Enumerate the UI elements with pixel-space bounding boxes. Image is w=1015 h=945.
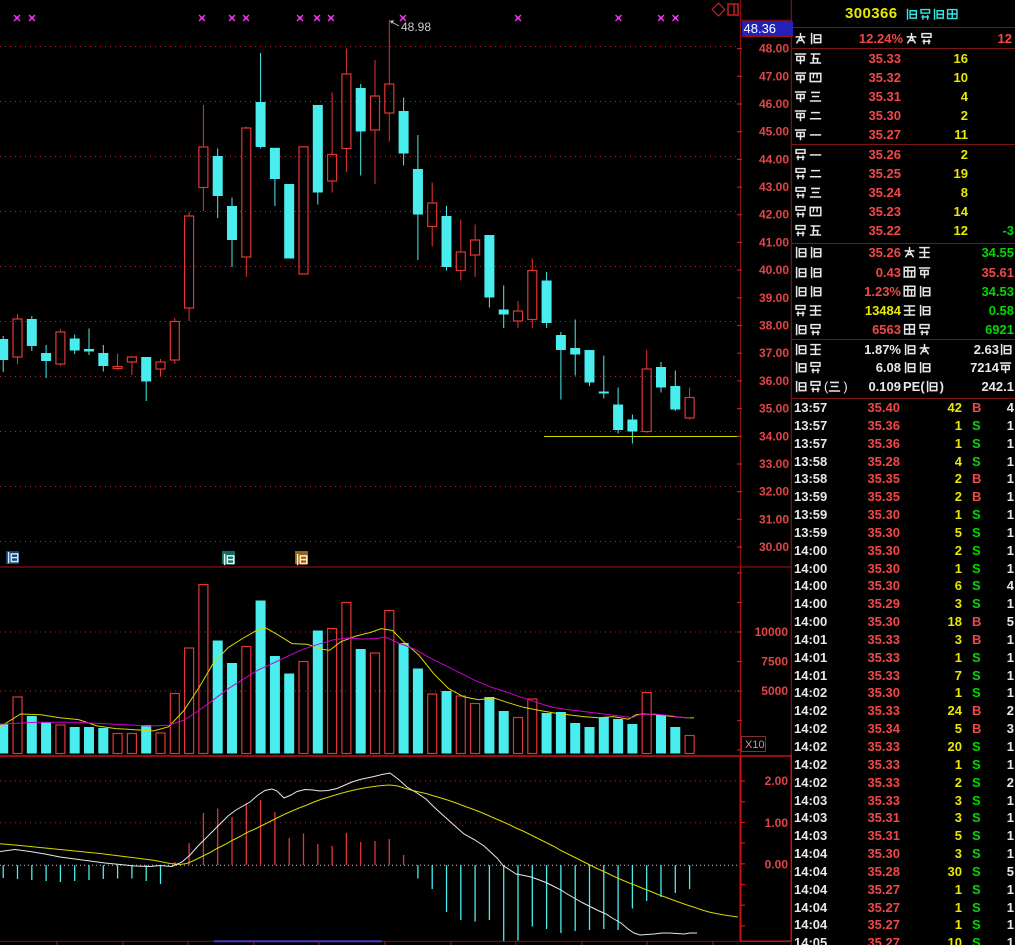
svg-text:2.00: 2.00 xyxy=(765,774,789,788)
svg-text:X10: X10 xyxy=(745,739,765,751)
svg-text:7500: 7500 xyxy=(761,655,788,669)
svg-text:46.00: 46.00 xyxy=(759,97,789,111)
svg-text:43.00: 43.00 xyxy=(759,180,789,194)
svg-text:36.00: 36.00 xyxy=(759,374,789,388)
svg-text:48.00: 48.00 xyxy=(759,42,789,56)
svg-text:35.00: 35.00 xyxy=(759,402,789,416)
svg-text:34.00: 34.00 xyxy=(759,429,789,443)
svg-text:31.00: 31.00 xyxy=(759,512,789,526)
svg-text:30.00: 30.00 xyxy=(759,540,789,554)
svg-text:48.98: 48.98 xyxy=(401,20,431,34)
svg-text:1.00: 1.00 xyxy=(765,816,789,830)
svg-text:33.00: 33.00 xyxy=(759,457,789,471)
svg-text:5000: 5000 xyxy=(761,684,788,698)
svg-text:0.00: 0.00 xyxy=(765,858,789,872)
svg-text:42.00: 42.00 xyxy=(759,208,789,222)
svg-text:44.00: 44.00 xyxy=(759,152,789,166)
svg-text:39.00: 39.00 xyxy=(759,291,789,305)
svg-text:45.00: 45.00 xyxy=(759,125,789,139)
svg-text:41.00: 41.00 xyxy=(759,235,789,249)
svg-text:40.00: 40.00 xyxy=(759,263,789,277)
svg-text:47.00: 47.00 xyxy=(759,69,789,83)
svg-text:32.00: 32.00 xyxy=(759,485,789,499)
svg-text:38.00: 38.00 xyxy=(759,319,789,333)
svg-text:10000: 10000 xyxy=(755,625,789,639)
svg-text:37.00: 37.00 xyxy=(759,346,789,360)
